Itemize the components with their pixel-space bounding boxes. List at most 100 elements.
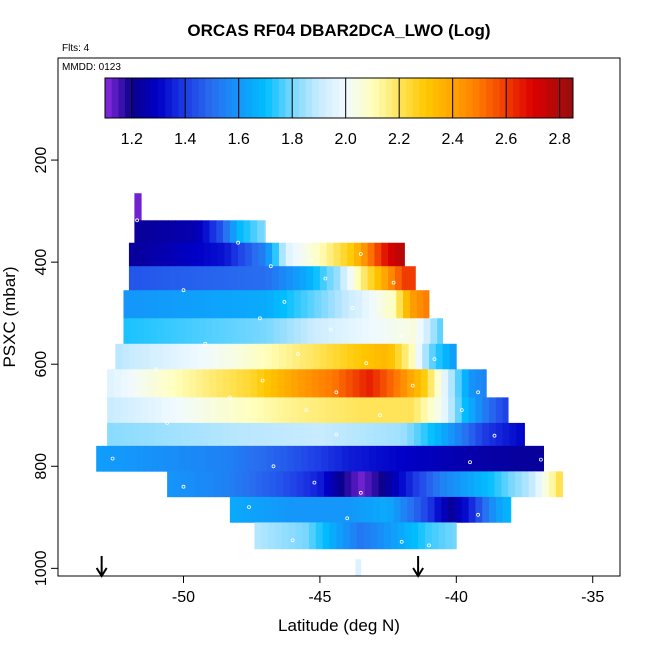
heatmap-cell [389,318,397,345]
heatmap-cell [358,471,366,498]
heatmap-cell [107,397,115,424]
heatmap-cell [407,369,415,398]
heatmap-cell [150,290,158,319]
heatmap-cell [148,397,156,424]
heatmap-cell [480,471,489,498]
heatmap-cell [494,471,502,498]
heatmap-cell [182,397,190,424]
heatmap-cell [347,266,355,291]
sample-point [247,505,251,510]
heatmap-cell [329,522,337,550]
heatmap-cells [96,193,564,576]
heatmap-cell [355,290,363,319]
heatmap-cell [487,471,495,498]
heatmap-cell [246,445,254,472]
colorbar-swatch [185,78,193,118]
colorbar-swatch [232,78,240,118]
heatmap-cell [299,242,307,267]
heatmap-cell [183,266,191,291]
colorbar-tick-label: 2.6 [495,131,517,148]
sample-point [181,484,186,489]
heatmap-cell [448,496,456,523]
y-tick-label: 600 [33,351,50,378]
heatmap-cell [280,445,288,472]
heatmap-cell [284,397,292,424]
heatmap-cell [148,369,156,398]
heatmap-cell [246,318,254,345]
heatmap-cell [448,369,456,398]
heatmap-cell [452,522,457,550]
heatmap-cell [514,471,523,498]
colorbar-swatch [111,78,119,118]
heatmap-cell [325,369,333,398]
heatmap-cell [367,343,375,370]
heatmap-cell [224,242,232,267]
heatmap-cell [120,397,128,424]
heatmap-cell [300,445,309,472]
colorbar-swatch [225,78,233,118]
heatmap-cell [450,445,459,472]
colorbar-swatches [105,78,574,118]
colorbar-swatch [158,78,166,118]
colorbar-swatch [118,78,126,118]
heatmap-cell [154,397,163,424]
sample-point [364,361,369,366]
heatmap-cell [318,422,326,447]
colorbar-tick-label: 1.2 [121,131,143,148]
heatmap-cell [148,422,156,447]
heatmap-cell [134,397,142,424]
y-tick-label: 400 [33,249,50,276]
heatmap-cell [149,266,157,291]
heatmap-cell [168,220,176,244]
heatmap-cell [266,318,274,345]
heatmap-cell [265,266,273,291]
heatmap-cell [318,496,326,523]
heatmap-cell [393,496,401,523]
heatmap-cell [313,266,321,291]
heatmap-cell [203,242,212,267]
heatmap-cell [345,397,354,424]
colorbar-swatch [552,78,561,118]
heatmap-cell [178,445,186,472]
heatmap-cell [415,343,423,370]
heatmap-cell [130,318,138,345]
heatmap-cell [363,522,371,550]
colorbar-swatch [459,78,467,118]
flight-arrow-icon [412,556,424,578]
heatmap-cell [258,343,266,370]
heatmap-cell [311,397,319,424]
sample-point [459,408,464,413]
colorbar-swatch [399,78,407,118]
colorbar-swatch [125,78,133,118]
heatmap-cell [291,496,299,523]
heatmap-cell [354,266,362,291]
heatmap-cell [400,496,408,523]
heatmap-cell [341,290,349,319]
heatmap-cell [270,496,279,523]
heatmap-cell [461,369,469,398]
heatmap-cell [409,318,418,345]
heatmap-cell [341,445,349,472]
heatmap-cell [475,397,483,424]
sample-point [203,341,208,346]
heatmap-cell [482,397,490,424]
heatmap-cell [128,242,137,267]
heatmap-cell [171,318,179,345]
heatmap-cell [263,369,272,398]
heatmap-cell [265,242,273,267]
heatmap-cell [209,397,217,424]
colorbar-swatch [539,78,547,118]
heatmap-cell [281,522,289,550]
heatmap-cell [223,422,231,447]
heatmap-cell [360,266,369,291]
colorbar-swatch [499,78,507,118]
heatmap-cell [163,343,171,370]
heatmap-cell [137,318,145,345]
heatmap-cell [210,266,218,291]
heatmap-cell [202,369,210,398]
heatmap-cell [333,242,341,267]
heatmap-cell [379,496,388,523]
heatmap-cell [321,290,329,319]
heatmap-cell [251,242,259,267]
heatmap-cell [216,422,224,447]
